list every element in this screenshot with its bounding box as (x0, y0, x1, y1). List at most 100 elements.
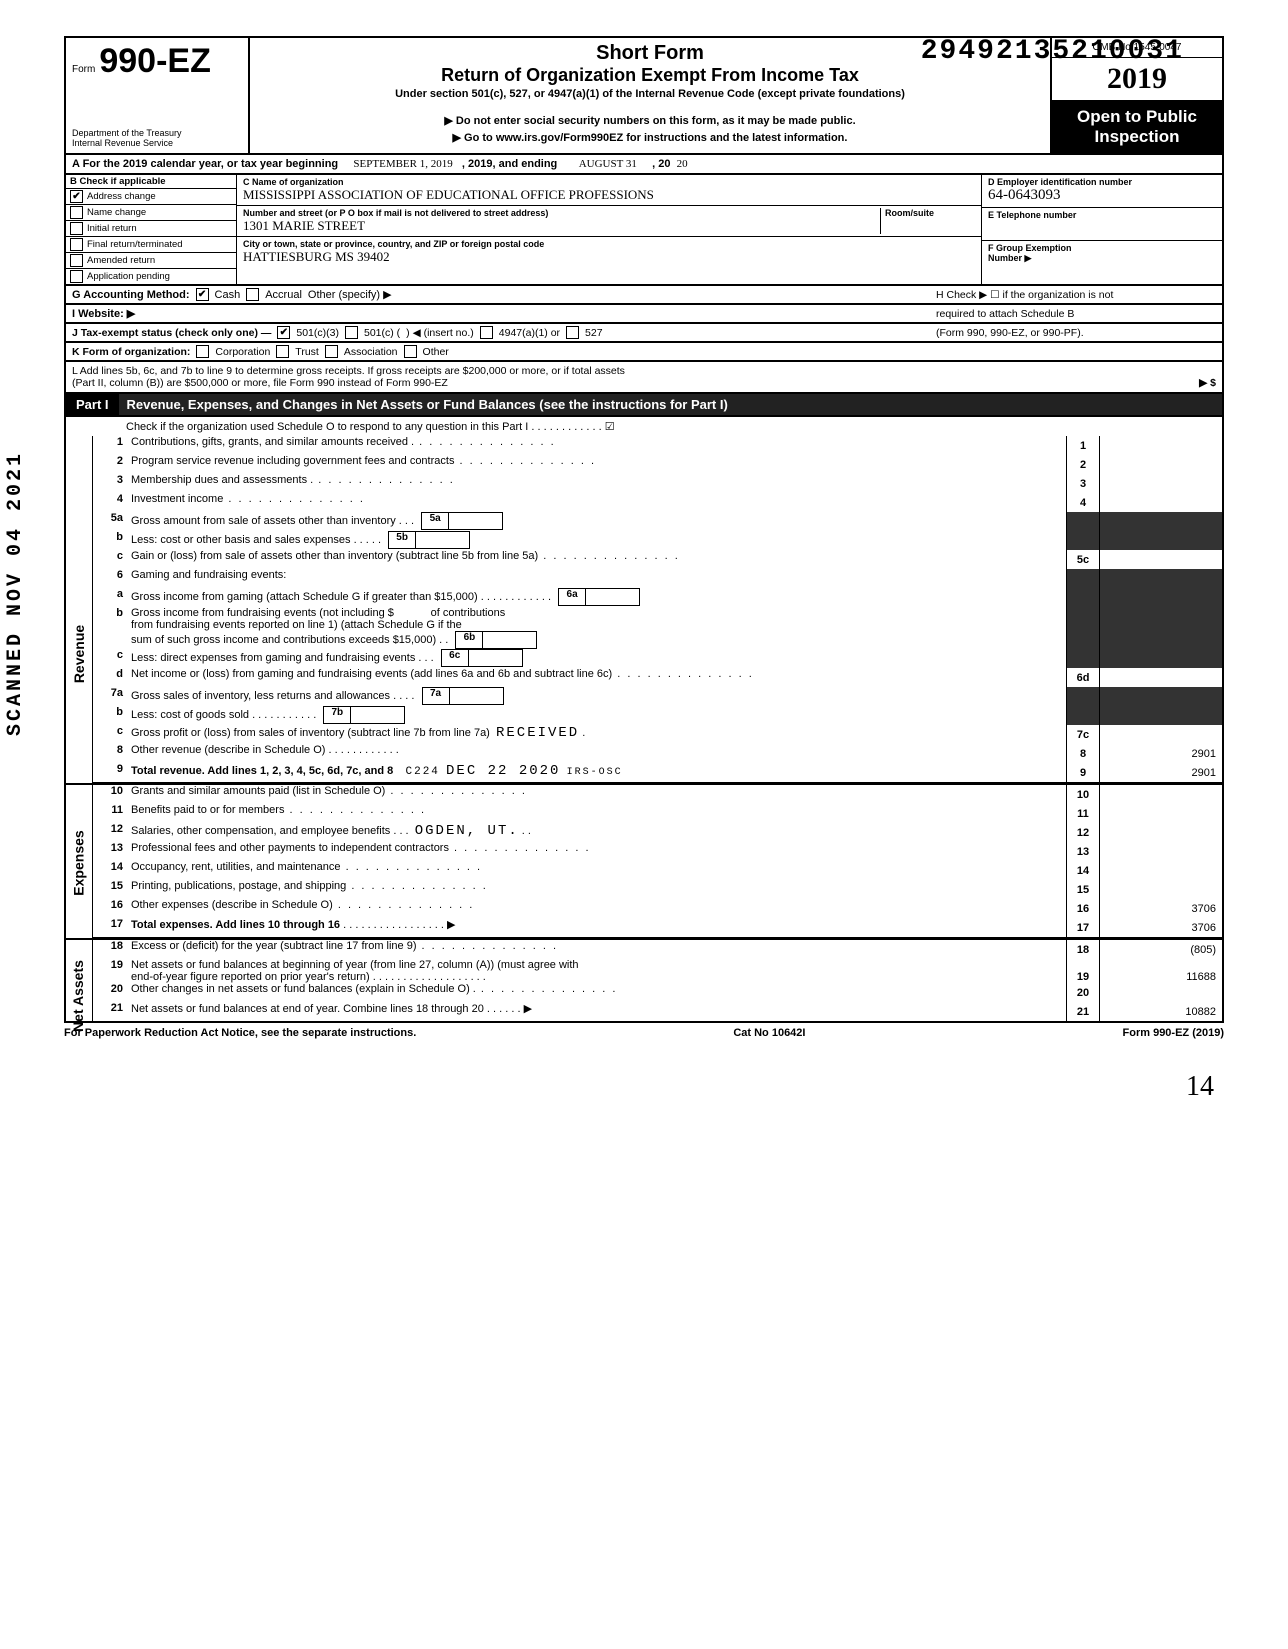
c-city-hdr: City or town, state or province, country… (243, 239, 975, 249)
top-document-id: 29492135210031 (921, 36, 1184, 67)
stamp-date: DEC 22 2020 (446, 763, 560, 779)
part1-title: Revenue, Expenses, and Changes in Net As… (119, 394, 1222, 415)
val-19: 11688 (1100, 959, 1222, 983)
e-phone-hdr: E Telephone number (988, 210, 1216, 220)
title-under-section: Under section 501(c), 527, or 4947(a)(1)… (258, 88, 1042, 100)
part1-sub: Check if the organization used Schedule … (64, 417, 1224, 436)
h-check-label: H Check ▶ ☐ if the organization is not (936, 289, 1216, 301)
chk-amended-return[interactable]: Amended return (66, 253, 236, 269)
line-20: Other changes in net assets or fund bala… (131, 983, 1066, 995)
line-5c: Gain or (loss) from sale of assets other… (131, 550, 1066, 562)
d-ein-hdr: D Employer identification number (988, 177, 1216, 187)
part1-header: Part I Revenue, Expenses, and Changes in… (64, 394, 1224, 417)
f-group-hdr: F Group Exemption (988, 243, 1216, 253)
open-public-1: Open to Public (1054, 107, 1220, 127)
line-7a: Gross sales of inventory, less returns a… (131, 687, 1066, 705)
line-19: Net assets or fund balances at beginning… (131, 959, 1066, 983)
line-4: Investment income (131, 493, 1066, 505)
year-end-yy: 20 (677, 158, 688, 170)
f-group-sub: Number ▶ (988, 253, 1216, 264)
chk-trust[interactable] (276, 345, 289, 358)
val-8: 2901 (1100, 744, 1222, 763)
chk-corp[interactable] (196, 345, 209, 358)
chk-accrual[interactable] (246, 288, 259, 301)
line-21: Net assets or fund balances at end of ye… (131, 1002, 1066, 1015)
val-21: 10882 (1100, 1002, 1222, 1021)
part1-tag: Part I (66, 394, 119, 415)
line-17: Total expenses. Add lines 10 through 16 … (131, 918, 1066, 931)
line-16: Other expenses (describe in Schedule O) (131, 899, 1066, 911)
line-1: Contributions, gifts, grants, and simila… (131, 436, 1066, 448)
line-11: Benefits paid to or for members (131, 804, 1066, 816)
footer-mid: Cat No 10642I (733, 1027, 805, 1039)
val-9: 2901 (1100, 763, 1222, 782)
c-addr-hdr: Number and street (or P O box if mail is… (243, 208, 880, 218)
val-16: 3706 (1100, 899, 1222, 918)
chk-527[interactable] (566, 326, 579, 339)
line-7c: Gross profit or (loss) from sales of inv… (131, 725, 1066, 741)
line-3: Membership dues and assessments . (131, 474, 1066, 486)
line-12: Salaries, other compensation, and employ… (131, 823, 1066, 839)
h-sub2: (Form 990, 990-EZ, or 990-PF). (936, 327, 1216, 339)
line-5a: Gross amount from sale of assets other t… (131, 512, 1066, 530)
line-8: Other revenue (describe in Schedule O) .… (131, 744, 1066, 756)
val-17: 3706 (1100, 918, 1222, 937)
row-a-tax-year: A For the 2019 calendar year, or tax yea… (64, 155, 1224, 175)
row-g-accounting: G Accounting Method: ✔Cash Accrual Other… (64, 286, 1224, 305)
block-bcdef: B Check if applicable ✔Address change Na… (64, 175, 1224, 286)
chk-cash[interactable]: ✔ (196, 288, 209, 301)
handwritten-page-num: 14 (1186, 1071, 1214, 1103)
row-i-website: I Website: ▶ required to attach Schedule… (64, 305, 1224, 324)
chk-initial-return[interactable]: Initial return (66, 221, 236, 237)
year-begin: SEPTEMBER 1, 2019 (353, 158, 452, 170)
chk-4947[interactable] (480, 326, 493, 339)
chk-final-return[interactable]: Final return/terminated (66, 237, 236, 253)
org-street: 1301 MARIE STREET (243, 218, 880, 234)
page-footer: For Paperwork Reduction Act Notice, see … (64, 1023, 1224, 1043)
dept-line-2: Internal Revenue Service (72, 139, 242, 149)
line-2: Program service revenue including govern… (131, 455, 1066, 467)
chk-other[interactable] (404, 345, 417, 358)
main-lines-grid: Revenue 1Contributions, gifts, grants, a… (64, 436, 1224, 785)
footer-right: Form 990-EZ (2019) (1123, 1027, 1224, 1039)
line-14: Occupancy, rent, utilities, and maintena… (131, 861, 1066, 873)
expenses-grid: Expenses 10Grants and similar amounts pa… (64, 785, 1224, 940)
line-7b: Less: cost of goods sold . . . . . . . .… (131, 706, 1066, 724)
chk-assoc[interactable] (325, 345, 338, 358)
line-9: Total revenue. Add lines 1, 2, 3, 4, 5c,… (131, 763, 1066, 779)
goto-url: ▶ Go to www.irs.gov/Form990EZ for instru… (258, 131, 1042, 144)
line-6c: Less: direct expenses from gaming and fu… (131, 649, 1066, 667)
line-6: Gaming and fundraising events: (131, 569, 1066, 581)
org-name: MISSISSIPPI ASSOCIATION OF EDUCATIONAL O… (243, 187, 975, 203)
footer-left: For Paperwork Reduction Act Notice, see … (64, 1027, 416, 1039)
chk-name-change[interactable]: Name change (66, 205, 236, 221)
side-expenses: Expenses (66, 785, 93, 938)
stamp-c224: C224 (406, 766, 440, 778)
c-name-hdr: C Name of organization (243, 177, 975, 187)
line-6d: Net income or (loss) from gaming and fun… (131, 668, 1066, 680)
line-5b: Less: cost or other basis and sales expe… (131, 531, 1066, 549)
chk-501c3[interactable]: ✔ (277, 326, 290, 339)
form-number: 990-EZ (99, 42, 211, 81)
d-ein-val: 64-0643093 (988, 187, 1216, 204)
line-15: Printing, publications, postage, and shi… (131, 880, 1066, 892)
line-6b: Gross income from fundraising events (no… (131, 607, 1066, 649)
stamp-received: RECEIVED (496, 725, 579, 741)
chk-address-change[interactable]: ✔Address change (66, 189, 236, 205)
open-public-2: Inspection (1054, 127, 1220, 147)
warning-ssn: ▶ Do not enter social security numbers o… (258, 114, 1042, 127)
chk-application-pending[interactable]: Application pending (66, 269, 236, 284)
year-end: aUGUST 31 (579, 158, 637, 170)
chk-501c[interactable] (345, 326, 358, 339)
h-sub1: required to attach Schedule B (936, 308, 1216, 320)
room-suite-hdr: Room/suite (885, 208, 975, 218)
line-13: Professional fees and other payments to … (131, 842, 1066, 854)
side-revenue: Revenue (66, 436, 93, 783)
stamp-ogden: OGDEN, UT. (415, 823, 519, 839)
title-return: Return of Organization Exempt From Incom… (258, 65, 1042, 86)
side-netassets: Net Assets (66, 940, 93, 1021)
form-label: Form (72, 64, 95, 75)
row-k-form-org: K Form of organization: Corporation Trus… (64, 343, 1224, 362)
stamp-irs-osc: IRS-OSC (567, 767, 623, 778)
col-b-header: B Check if applicable (66, 175, 236, 189)
